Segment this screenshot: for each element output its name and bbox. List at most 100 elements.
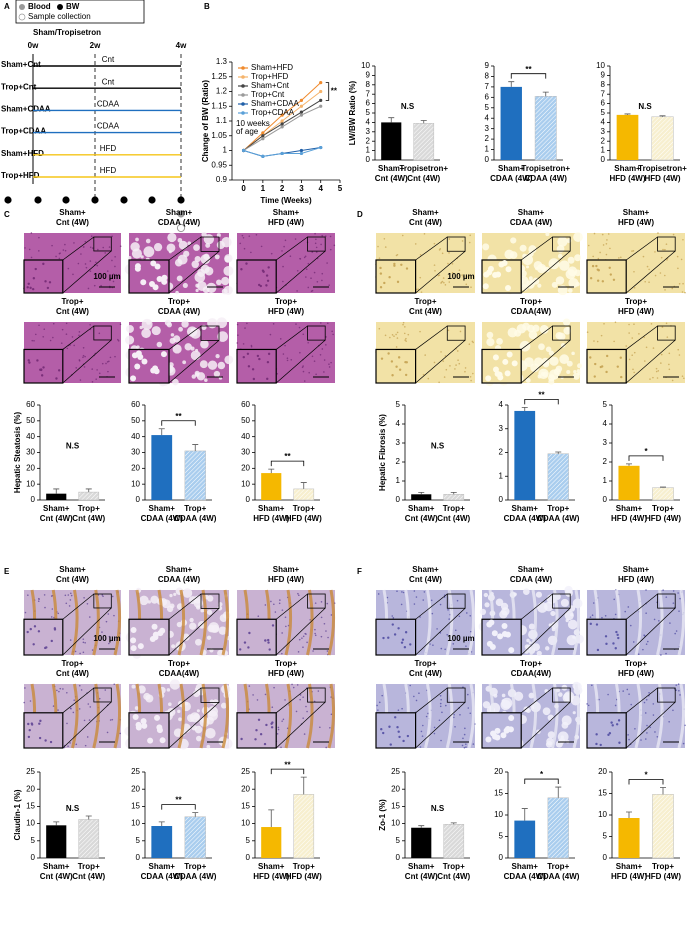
nucleus <box>648 268 650 271</box>
nucleus <box>82 346 85 349</box>
vacuole <box>533 357 544 367</box>
legend-label: Trop+Cnt <box>251 90 285 99</box>
inset-cell <box>617 636 620 640</box>
nucleus <box>415 699 418 702</box>
inset-cell <box>154 263 161 270</box>
nucleus <box>433 726 436 729</box>
inset-cell <box>246 352 250 356</box>
y-tick-label: 15 <box>598 789 607 798</box>
legend-dot <box>19 4 25 10</box>
nucleus <box>392 617 395 619</box>
nucleus <box>465 743 467 745</box>
nucleus <box>614 704 617 707</box>
inset-cell <box>389 743 392 746</box>
nucleus <box>70 592 72 595</box>
y-tick-label: 1 <box>485 145 490 154</box>
inset-cell <box>401 638 405 641</box>
y-tick-label: 5 <box>31 836 36 845</box>
zoom-line <box>625 339 676 384</box>
nucleus <box>272 323 275 325</box>
inset-cell <box>398 735 401 739</box>
villus <box>424 589 432 656</box>
annotation: ** <box>175 796 182 805</box>
nucleus <box>312 650 314 652</box>
nucleus <box>328 366 331 368</box>
nucleus <box>448 281 451 283</box>
roi-box <box>200 593 220 609</box>
vacuole <box>167 232 177 243</box>
y-tick-label: 5 <box>603 832 608 841</box>
nucleus <box>90 235 93 238</box>
x-tick-label: CDAA (4W) <box>490 174 533 183</box>
vacuole <box>224 355 234 365</box>
image-label: Trop+ <box>625 659 647 668</box>
nucleus <box>664 289 666 291</box>
nucleus <box>678 689 680 692</box>
nucleus <box>628 332 630 334</box>
villus <box>92 589 100 656</box>
nucleus <box>630 703 632 706</box>
x-tick-label: Cnt (4W) <box>72 872 105 881</box>
series-point <box>299 113 304 117</box>
nucleus <box>82 651 85 654</box>
nucleus <box>302 646 304 649</box>
nucleus <box>98 697 101 700</box>
nucleus <box>64 249 67 252</box>
bar <box>411 827 432 858</box>
inset-cell <box>504 284 511 291</box>
y-tick-label: 5 <box>136 836 141 845</box>
nucleus <box>306 710 308 713</box>
legend-dot <box>18 13 26 21</box>
y-axis-title: Claudin-1 (%) <box>13 789 22 840</box>
nucleus <box>448 618 450 620</box>
nucleus <box>82 641 85 644</box>
nucleus <box>393 335 395 338</box>
series-point <box>280 113 284 117</box>
nucleus <box>423 591 426 593</box>
nucleus <box>628 358 631 361</box>
x-tick-label: Sham+ <box>614 164 641 173</box>
nucleus <box>325 336 327 338</box>
inset-cell <box>503 727 510 734</box>
vacuole <box>169 603 175 609</box>
y-tick-label: 0 <box>499 495 504 504</box>
nucleus <box>69 599 72 601</box>
x-tick-label: Trop+ <box>443 862 465 871</box>
nucleus <box>644 712 647 714</box>
image-label: Sham+ <box>59 565 86 574</box>
nucleus <box>395 333 397 336</box>
vacuole <box>175 290 179 295</box>
vacuole <box>125 325 134 333</box>
inset <box>236 259 277 294</box>
nucleus <box>112 280 115 283</box>
inset-cell <box>32 277 36 280</box>
legend-marker <box>241 75 245 79</box>
nucleus <box>78 684 81 687</box>
nucleus <box>593 232 596 235</box>
nucleus <box>89 246 92 249</box>
zoom-line <box>625 325 658 350</box>
inset-cell <box>618 741 621 744</box>
vacuole <box>139 325 143 330</box>
zoom-line <box>625 701 676 749</box>
roi-box <box>93 236 112 252</box>
vacuole <box>206 716 214 725</box>
annotation: N.S <box>638 102 652 111</box>
inset-cell <box>605 354 609 358</box>
vacuole <box>200 339 209 349</box>
vacuole <box>220 702 227 709</box>
zoom-line <box>520 325 553 350</box>
nucleus <box>396 337 399 339</box>
nucleus <box>278 602 281 605</box>
x-tick-label: Trop+ <box>547 862 569 871</box>
y-tick-label: 0 <box>396 495 401 504</box>
y-tick-label: 20 <box>494 767 503 776</box>
villus <box>467 683 476 749</box>
zoom-line <box>625 607 676 656</box>
zoom-line <box>62 236 95 261</box>
x-tick-label: Sham+ <box>408 504 435 513</box>
error-bar <box>388 117 395 123</box>
nucleus <box>301 366 304 369</box>
vacuole <box>574 254 582 262</box>
vacuole <box>562 318 571 326</box>
